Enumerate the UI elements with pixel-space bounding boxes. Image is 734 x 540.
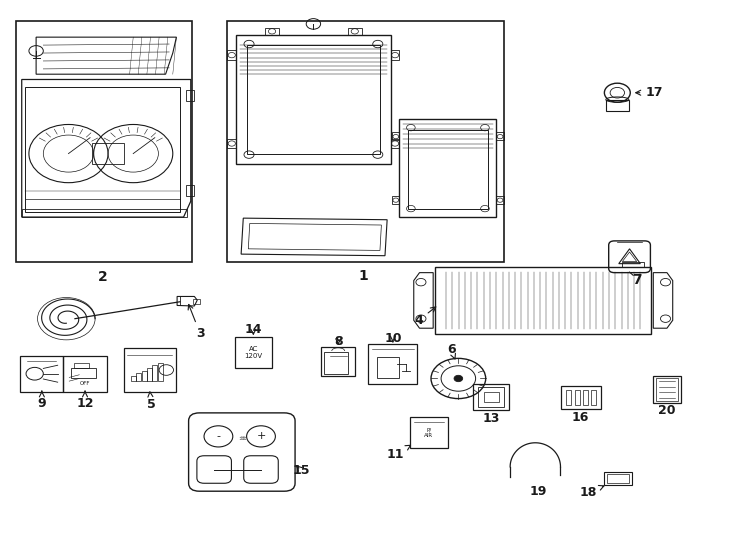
Bar (193, 299, 200, 304)
Bar (321, 347, 355, 376)
Bar (408, 130, 488, 209)
Bar (228, 50, 236, 60)
Text: AC
120V: AC 120V (244, 346, 263, 359)
Bar (235, 337, 272, 368)
Bar (16, 21, 192, 262)
Bar (63, 356, 106, 392)
Bar (583, 389, 588, 406)
Bar (575, 389, 580, 406)
Bar (228, 139, 236, 148)
Text: 4: 4 (415, 307, 436, 327)
Bar (236, 35, 390, 164)
Bar (653, 376, 680, 403)
Bar (390, 139, 399, 148)
Bar (368, 344, 418, 384)
Text: 1: 1 (358, 269, 368, 284)
Text: -: - (217, 431, 220, 441)
Bar (399, 119, 496, 217)
Bar (410, 416, 448, 448)
Text: P/
AIR: P/ AIR (424, 427, 433, 438)
Text: 8: 8 (334, 335, 343, 348)
Bar (392, 132, 399, 140)
Text: ♒: ♒ (238, 434, 246, 443)
Bar (496, 132, 504, 140)
Text: 6: 6 (447, 343, 456, 359)
Text: 12: 12 (76, 391, 94, 410)
Text: OFF: OFF (80, 381, 90, 386)
Bar (92, 143, 124, 164)
Bar (247, 45, 380, 153)
Bar (377, 357, 399, 379)
Bar (473, 384, 509, 410)
Text: 19: 19 (529, 485, 547, 498)
Bar (153, 365, 157, 381)
Bar (392, 196, 399, 204)
Text: 7: 7 (632, 273, 642, 287)
Text: 5: 5 (147, 392, 156, 411)
Bar (622, 262, 644, 267)
Text: +: + (256, 431, 266, 441)
Bar (265, 28, 279, 35)
Bar (324, 352, 349, 374)
Bar (142, 370, 147, 381)
Bar (592, 389, 597, 406)
Bar (227, 21, 504, 262)
Text: 18: 18 (580, 485, 604, 499)
Bar (137, 373, 142, 381)
Text: 10: 10 (384, 332, 401, 345)
Text: 2: 2 (98, 270, 107, 284)
Text: 17: 17 (636, 86, 663, 99)
Bar (607, 474, 629, 483)
Bar (348, 28, 362, 35)
Bar (147, 368, 152, 381)
Bar (562, 387, 600, 409)
Bar (158, 362, 163, 381)
Bar (25, 87, 180, 212)
Text: 14: 14 (244, 323, 262, 336)
Bar (124, 348, 175, 392)
Text: 11: 11 (387, 446, 410, 461)
Bar (606, 99, 629, 111)
Bar (131, 376, 136, 381)
Text: 15: 15 (292, 463, 310, 476)
Bar (566, 389, 571, 406)
Bar (604, 472, 632, 485)
Circle shape (454, 375, 462, 382)
Bar (70, 368, 96, 378)
Bar (484, 392, 499, 402)
Text: 3: 3 (188, 305, 205, 340)
Text: 13: 13 (483, 411, 500, 424)
Bar (390, 50, 399, 60)
Bar (74, 363, 89, 368)
Bar (21, 356, 63, 392)
Bar (656, 378, 677, 401)
Bar (186, 185, 195, 196)
Text: 20: 20 (658, 404, 676, 417)
Bar (435, 267, 651, 334)
Bar (186, 90, 195, 100)
Bar (479, 388, 504, 407)
Bar (496, 196, 504, 204)
Bar (22, 209, 187, 217)
Text: 9: 9 (37, 391, 46, 410)
Text: 16: 16 (572, 410, 589, 423)
